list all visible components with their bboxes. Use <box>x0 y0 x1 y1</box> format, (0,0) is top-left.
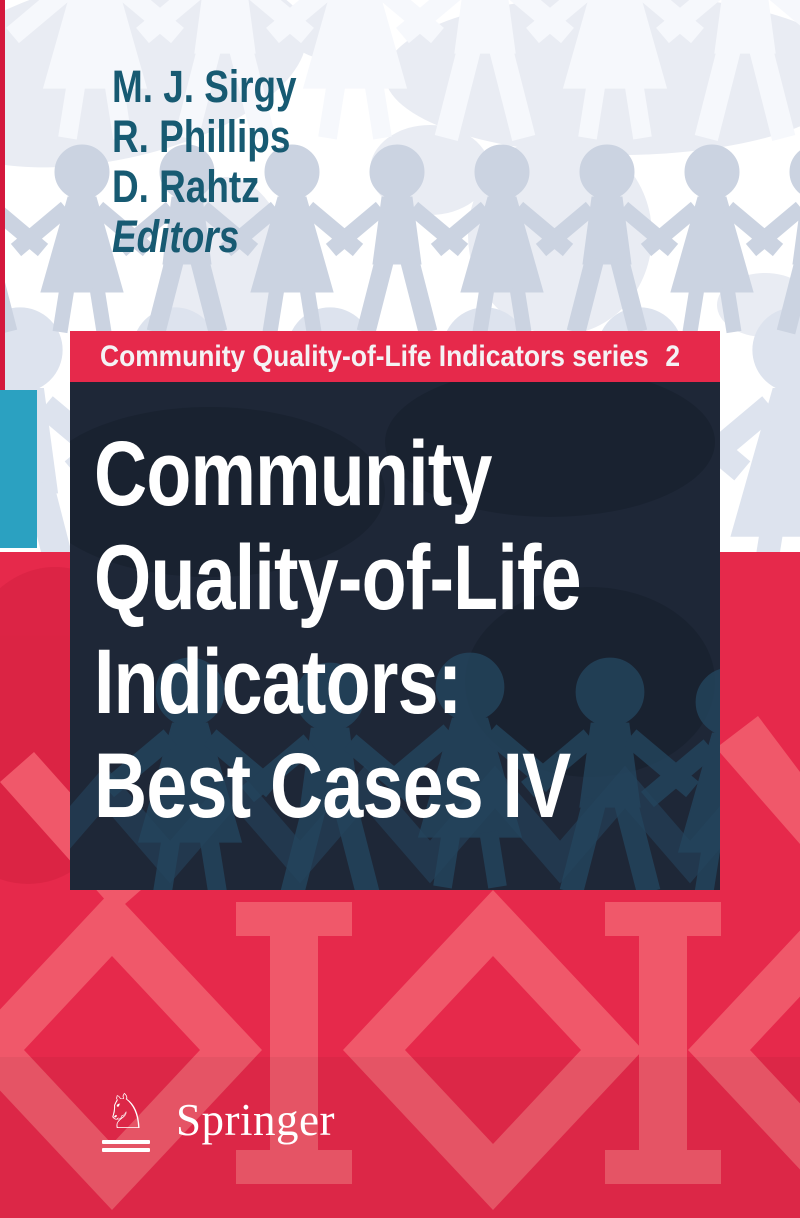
series-banner: Community Quality-of-Life Indicators ser… <box>70 331 720 382</box>
title-block: Community Quality-of-Life Indicators: Be… <box>70 382 720 890</box>
book-title: Community Quality-of-Life Indicators: Be… <box>70 382 720 838</box>
emblem-underline <box>102 1148 150 1152</box>
title-line: Community <box>94 423 492 525</box>
springer-horse-knight-icon: ♘ <box>98 1086 154 1152</box>
editor-name: R. Phillips <box>112 111 291 162</box>
emblem-underline <box>102 1140 150 1144</box>
title-line: Indicators: <box>94 631 462 733</box>
title-line: Best Cases IV <box>94 735 571 837</box>
tone-band <box>0 1057 800 1218</box>
editor-name: M. J. Sirgy <box>112 61 297 112</box>
editor-name: D. Rahtz <box>112 161 260 212</box>
left-edge-cyan-bar <box>0 390 37 548</box>
title-block-silhouettes-art <box>70 382 720 890</box>
editors-block: M. J. Sirgy R. Phillips D. Rahtz Editors <box>112 62 297 262</box>
people-chain-world-map-art <box>0 0 800 552</box>
bottom-letterforms-art <box>0 567 800 1218</box>
chevron-zigzag-art <box>70 765 720 884</box>
publisher-name: Springer <box>176 1095 335 1145</box>
title-line: Quality-of-Life <box>94 527 582 629</box>
publisher-logo: ♘ Springer <box>98 1086 335 1152</box>
left-edge-red-strip <box>0 0 5 390</box>
editors-role-label: Editors <box>112 211 240 262</box>
series-volume-number: 2 <box>665 339 681 373</box>
series-title: Community Quality-of-Life Indicators ser… <box>100 339 649 373</box>
